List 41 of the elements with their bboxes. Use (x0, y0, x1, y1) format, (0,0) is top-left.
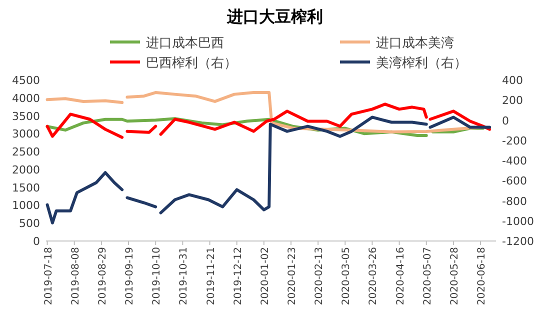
legend-label: 进口成本巴西 (146, 36, 224, 51)
x-tick-label: 2019-11-21 (206, 247, 217, 306)
y-tick-label: 2500 (12, 146, 40, 159)
x-tick-label: 2020-04-16 (395, 247, 406, 306)
y-tick-label: 2000 (12, 163, 40, 176)
y2-tick-label: -800 (502, 194, 527, 208)
x-tick-label: 2020-01-23 (286, 247, 298, 306)
y2-tick-label: -600 (502, 174, 527, 188)
y-tick-label: 3500 (12, 110, 40, 123)
x-tick-label: 2019-08-08 (70, 247, 82, 306)
y2-tick-label: 400 (502, 74, 523, 87)
y2-tick-label: 200 (502, 94, 523, 108)
y2-tick-label: -400 (502, 154, 527, 168)
y2-tick-label: -1000 (502, 214, 534, 228)
x-tick-label: 2019-09-19 (124, 247, 136, 306)
y2-tick-label: -200 (502, 134, 527, 148)
x-tick-label: 2019-10-31 (178, 247, 190, 306)
y-tick-label: 0 (33, 235, 40, 248)
y2-tick-label: 0 (502, 114, 509, 128)
x-tick-label: 2020-05-07 (422, 247, 434, 306)
y2-tick-label: -1200 (502, 235, 534, 248)
x-tick-label: 2019-07-18 (43, 247, 54, 306)
x-tick-label: 2020-03-05 (341, 247, 352, 306)
y-tick-label: 1000 (12, 199, 40, 212)
x-tick-label: 2020-02-13 (314, 247, 326, 306)
legend-label: 美湾榨利（右） (376, 55, 467, 71)
chart-title: 进口大豆榨利 (226, 7, 323, 26)
x-tick-label: 2019-12-12 (232, 247, 244, 306)
y-tick-label: 4500 (12, 74, 40, 87)
y-tick-label: 500 (19, 217, 40, 230)
legend-label: 进口成本美湾 (376, 35, 454, 51)
x-tick-label: 2019-10-10 (152, 247, 163, 306)
x-tick-label: 2020-03-26 (368, 247, 380, 306)
x-tick-label: 2020-06-18 (476, 247, 488, 306)
x-tick-label: 2019-08-29 (97, 247, 108, 306)
y-tick-label: 1500 (12, 181, 40, 194)
y-tick-label: 4000 (12, 92, 40, 105)
legend-label: 巴西榨利（右） (146, 56, 237, 71)
x-tick-label: 2020-05-28 (449, 247, 460, 306)
y-tick-label: 3000 (12, 128, 40, 141)
x-tick-label: 2020-01-02 (260, 247, 271, 306)
